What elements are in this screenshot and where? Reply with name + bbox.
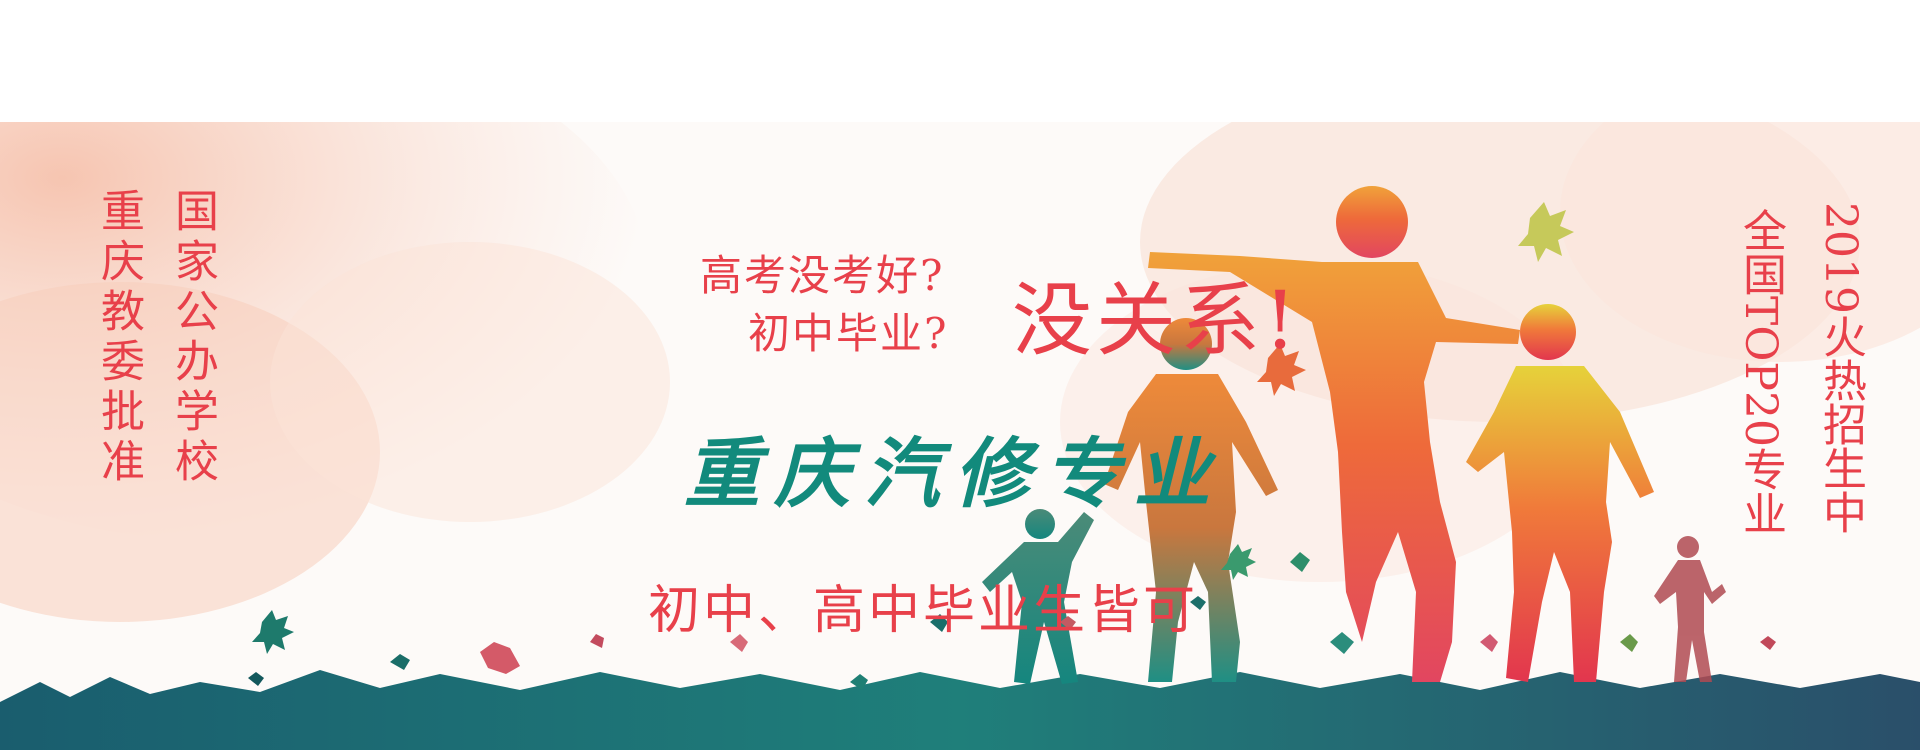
left-slogan-column-1: 重庆教委批准 <box>93 188 144 488</box>
runner-small-silhouette <box>1654 536 1726 682</box>
right-slogan-column-1: 全国TOP20专业 <box>1735 208 1786 536</box>
falling-leaves <box>248 202 1776 690</box>
runner-tall-silhouette <box>1148 186 1520 682</box>
grass-ground <box>0 670 1920 750</box>
headline-middle-school-question: 初中毕业? <box>748 309 949 358</box>
hero-banner: 重庆教委批准 国家公办学校 高考没考好? 初中毕业? 没关系! 重庆汽修专业 初… <box>0 122 1920 750</box>
left-slogan-column-2: 国家公办学校 <box>167 188 218 488</box>
headline-exam-question: 高考没考好? <box>700 251 945 300</box>
runner-child-silhouette <box>982 509 1094 684</box>
right-slogan-column-2: 2019火热招生中 <box>1815 202 1866 534</box>
runner-boy-silhouette <box>1104 318 1278 682</box>
banner-illustration <box>0 122 1920 750</box>
headline-no-matter: 没关系! <box>1012 274 1301 367</box>
headline-major-title: 重庆汽修专业 <box>684 429 1224 518</box>
watercolor-splash-left <box>0 122 670 622</box>
runner-girl-silhouette <box>1466 304 1654 682</box>
headline-eligibility: 初中、高中毕业生皆可 <box>648 581 1199 641</box>
